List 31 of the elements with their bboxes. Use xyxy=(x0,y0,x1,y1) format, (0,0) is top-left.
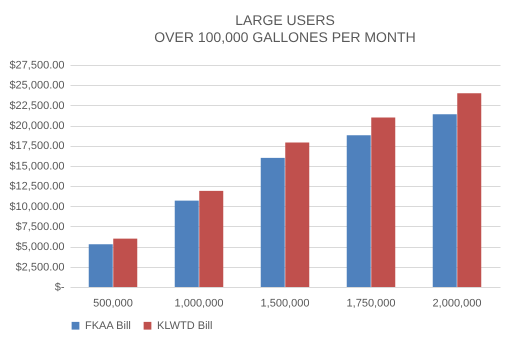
bar xyxy=(457,93,482,287)
bar xyxy=(88,244,113,287)
x-tick-label: 1,500,000 xyxy=(260,298,310,310)
y-tick-label: $5,000.00 xyxy=(16,241,64,254)
bar xyxy=(199,190,224,287)
legend-label: KLWTD Bill xyxy=(157,320,212,332)
y-tick-label: $15,000.00 xyxy=(9,160,64,172)
y-tick-label: $2,500.00 xyxy=(16,261,64,274)
bar xyxy=(285,142,310,287)
y-tick-label: $25,000.00 xyxy=(9,80,64,92)
y-tick-label: $7,500.00 xyxy=(16,220,64,233)
legend-label: FKAA Bill xyxy=(85,320,131,332)
chart-subtitle: OVER 100,000 GALLONES PER MONTH xyxy=(154,29,416,45)
bar xyxy=(371,117,396,287)
y-tick-label: $20,000.00 xyxy=(9,120,64,132)
x-tick-label: 1,000,000 xyxy=(174,298,224,310)
y-tick-label: $12,500.00 xyxy=(9,180,64,193)
y-tick-label: $27,500.00 xyxy=(9,60,64,72)
bar xyxy=(260,158,285,287)
bar xyxy=(346,135,371,287)
x-tick-label: 500,000 xyxy=(93,298,133,310)
x-tick-label: 2,000,000 xyxy=(432,298,482,310)
y-tick-label: $17,500.00 xyxy=(9,140,64,152)
y-tick-label: $10,000.00 xyxy=(9,200,64,213)
bar xyxy=(174,200,199,287)
bar xyxy=(432,114,457,287)
y-tick-label: $22,500.00 xyxy=(9,100,64,112)
bar xyxy=(113,238,138,287)
chart-title: LARGE USERS xyxy=(235,12,335,28)
y-tick-label: $- xyxy=(54,282,65,294)
x-tick-label: 1,750,000 xyxy=(346,298,396,310)
